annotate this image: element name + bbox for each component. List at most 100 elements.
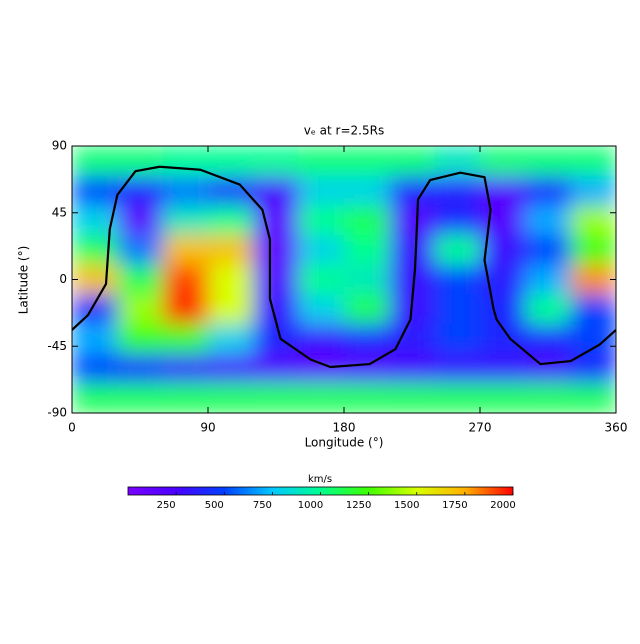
heat-cell: [480, 383, 526, 413]
heat-cell: [434, 175, 481, 206]
heat-cell: [72, 264, 118, 295]
heat-cell: [344, 235, 390, 266]
heat-cell: [72, 235, 118, 266]
heat-cell: [72, 175, 118, 206]
heat-cell: [162, 383, 209, 413]
heat-cell: [525, 324, 572, 355]
heat-cell: [389, 324, 436, 355]
heat-cell: [344, 294, 390, 325]
heat-cell: [389, 146, 436, 177]
heat-cell: [298, 353, 345, 384]
colorbar-tick-label: 1000: [298, 500, 323, 511]
heat-cell: [72, 383, 118, 413]
heat-cell: [208, 383, 254, 413]
heat-cell: [434, 324, 481, 355]
heat-cell: [434, 146, 481, 177]
heat-cell: [344, 324, 390, 355]
heat-cell: [298, 264, 345, 295]
heat-cell: [72, 324, 118, 355]
y-tick-label: -90: [47, 406, 67, 420]
heat-cell: [208, 205, 254, 236]
colorbar-tick-label: 250: [157, 500, 176, 511]
heat-cell: [389, 383, 436, 413]
heat-cell: [344, 353, 390, 384]
heat-cell: [208, 146, 254, 177]
heat-cell: [525, 235, 572, 266]
heat-cell: [480, 353, 526, 384]
heat-cell: [253, 264, 300, 295]
heat-cell: [253, 205, 300, 236]
heat-cell: [253, 175, 300, 206]
heat-cell: [570, 235, 616, 266]
heat-cell: [208, 324, 254, 355]
heat-cell: [434, 294, 481, 325]
heat-cell: [344, 146, 390, 177]
heat-cell: [344, 383, 390, 413]
heat-cell: [525, 146, 572, 177]
heat-cell: [570, 146, 616, 177]
heat-cell: [434, 264, 481, 295]
colorbar-tick-label: 1500: [394, 500, 419, 511]
heat-cell: [208, 294, 254, 325]
heat-cell: [117, 175, 164, 206]
heat-cell: [525, 264, 572, 295]
heat-cell: [298, 235, 345, 266]
heat-cell: [480, 205, 526, 236]
heat-cell: [117, 324, 164, 355]
heat-cell: [72, 353, 118, 384]
y-tick-label: 0: [59, 272, 67, 286]
heat-cell: [117, 383, 164, 413]
heat-cell: [72, 146, 118, 177]
heat-cell: [570, 205, 616, 236]
heat-cell: [525, 294, 572, 325]
colorbar-tick-label: 2000: [490, 500, 515, 511]
heat-cell: [344, 205, 390, 236]
heat-cell: [389, 175, 436, 206]
heat-cell: [162, 205, 209, 236]
heat-cell: [480, 146, 526, 177]
heat-cell: [298, 324, 345, 355]
heatmap: [72, 146, 616, 413]
heat-cell: [570, 294, 616, 325]
heat-cell: [117, 353, 164, 384]
heat-cell: [253, 353, 300, 384]
heat-cell: [298, 175, 345, 206]
x-axis-label: Longitude (°): [305, 436, 384, 450]
heat-cell: [389, 205, 436, 236]
heat-cell: [570, 175, 616, 206]
heat-cell: [570, 353, 616, 384]
heat-cell: [208, 264, 254, 295]
heat-cell: [253, 383, 300, 413]
colorbar-tick-label: 1750: [442, 500, 467, 511]
heat-cell: [117, 205, 164, 236]
heat-cell: [208, 235, 254, 266]
heat-cell: [298, 294, 345, 325]
heat-cell: [480, 294, 526, 325]
colorbar-tick-label: 1250: [346, 500, 371, 511]
x-tick-label: 180: [333, 421, 356, 435]
heat-cell: [162, 175, 209, 206]
heatmap-cells: [72, 146, 616, 413]
heat-cell: [253, 146, 300, 177]
colorbar-tick-label: 750: [253, 500, 272, 511]
y-axis-label: Latitude (°): [17, 246, 31, 315]
heat-cell: [117, 235, 164, 266]
colorbar-label: km/s: [308, 474, 332, 485]
heat-cell: [117, 146, 164, 177]
heat-cell: [208, 353, 254, 384]
heat-cell: [298, 205, 345, 236]
heat-cell: [253, 324, 300, 355]
chart-title: vₑ at r=2.5Rs: [304, 124, 384, 138]
x-tick-label: 0: [68, 421, 76, 435]
heat-cell: [525, 175, 572, 206]
heat-cell: [434, 235, 481, 266]
heat-cell: [117, 264, 164, 295]
y-tick-label: -45: [47, 339, 67, 353]
heat-cell: [162, 264, 209, 295]
heat-cell: [570, 383, 616, 413]
heat-cell: [298, 146, 345, 177]
heat-cell: [117, 294, 164, 325]
heat-cell: [434, 353, 481, 384]
heat-cell: [162, 324, 209, 355]
